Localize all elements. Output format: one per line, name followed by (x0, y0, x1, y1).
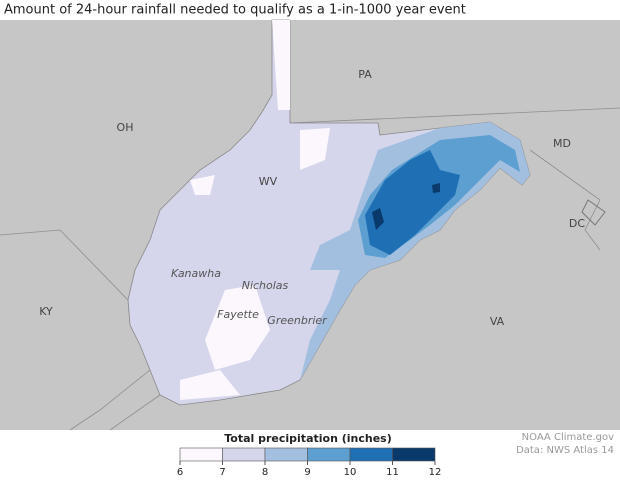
county-label: Fayette (217, 308, 259, 321)
legend-bin (349, 447, 393, 462)
legend-tick-label: 6 (177, 467, 183, 478)
legend-bin (222, 447, 266, 462)
county-label: Nicholas (242, 279, 289, 292)
state-label: VA (490, 315, 505, 328)
state-label: DC (569, 217, 585, 230)
legend-tick-label: 10 (344, 467, 357, 478)
zone-11 (365, 150, 460, 255)
legend-tick-label: 7 (219, 467, 225, 478)
county-label: Kanawha (171, 267, 221, 280)
legend-title: Total precipitation (inches) (224, 432, 392, 445)
state-label: KY (39, 305, 53, 318)
legend-bin (307, 447, 351, 462)
legend-tick-label: 8 (262, 467, 268, 478)
credit: NOAA Climate.gov (522, 432, 614, 443)
low-areas (180, 20, 330, 400)
legend-bin (392, 447, 436, 462)
county-label: Greenbrier (267, 314, 328, 327)
state-label: PA (358, 68, 372, 81)
zone-12 (372, 183, 440, 230)
credit: Data: NWS Atlas 14 (516, 445, 614, 456)
legend-bin (179, 447, 223, 462)
legend-bin (264, 447, 308, 462)
state-label: OH (117, 121, 134, 134)
state-label: MD (553, 137, 571, 150)
legend-tick-label: 11 (386, 467, 399, 478)
legend-tick-label: 9 (304, 467, 310, 478)
dc-outline (581, 199, 606, 226)
map-title: Amount of 24-hour rainfall needed to qua… (4, 3, 466, 18)
legend-tick-label: 12 (429, 467, 442, 478)
state-label: WV (259, 175, 278, 188)
